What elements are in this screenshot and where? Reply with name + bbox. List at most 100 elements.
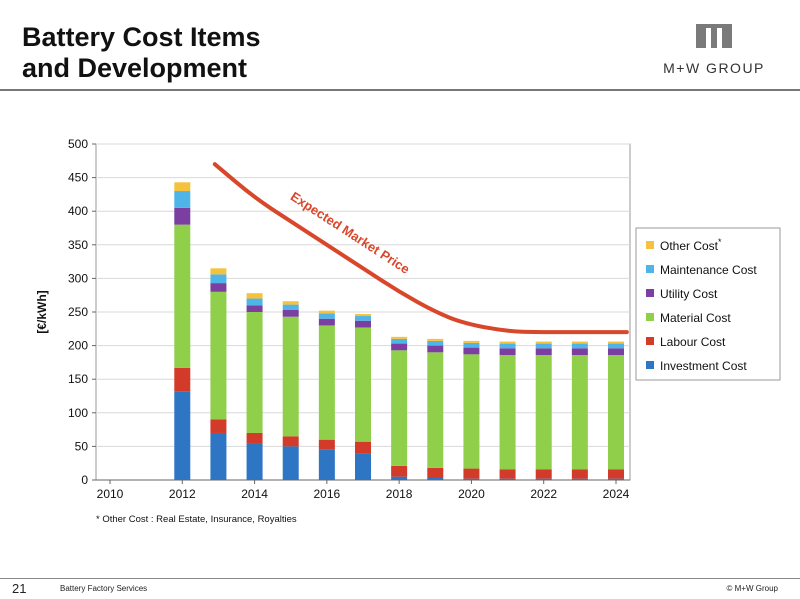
bar-maintenance-cost — [174, 191, 191, 208]
bar-labour-cost — [246, 432, 263, 444]
bar-other-cost — [174, 182, 191, 192]
y-tick-label: 100 — [68, 406, 88, 420]
bar-material-cost — [571, 355, 588, 470]
bar-material-cost — [174, 224, 191, 368]
bar-maintenance-cost — [571, 343, 588, 349]
bar-labour-cost — [210, 419, 227, 433]
bar-utility-cost — [210, 283, 227, 292]
bar-utility-cost — [391, 343, 408, 351]
bar-other-cost — [282, 301, 299, 305]
header-divider — [0, 89, 800, 91]
bar-utility-cost — [608, 348, 624, 356]
legend-label: Maintenance Cost — [660, 263, 757, 277]
bar-material-cost — [210, 291, 227, 420]
legend-swatch — [646, 265, 654, 273]
bar-maintenance-cost — [355, 316, 371, 321]
x-tick-label: 2012 — [169, 487, 196, 501]
bar-labour-cost — [427, 467, 444, 478]
bar-investment-cost — [427, 477, 444, 480]
legend-swatch — [646, 361, 654, 369]
logo-text: M+W GROUP — [663, 60, 765, 76]
bar-maintenance-cost — [282, 304, 299, 310]
bar-investment-cost — [318, 449, 335, 480]
bar-maintenance-cost — [210, 274, 227, 284]
page-number: 21 — [12, 581, 27, 596]
bar-maintenance-cost — [318, 313, 335, 319]
bar-labour-cost — [282, 436, 299, 447]
bar-material-cost — [499, 355, 516, 470]
bar-maintenance-cost — [391, 338, 408, 344]
legend-label: Material Cost — [660, 311, 731, 325]
y-tick-label: 300 — [68, 271, 88, 285]
bar-utility-cost — [499, 348, 516, 356]
bar-investment-cost — [210, 432, 227, 480]
bar-utility-cost — [282, 309, 299, 317]
bar-investment-cost — [174, 391, 191, 480]
bar-other-cost — [427, 338, 444, 341]
company-logo: M+W GROUP — [654, 24, 774, 76]
bar-utility-cost — [535, 348, 552, 356]
bar-utility-cost — [427, 345, 444, 353]
bar-utility-cost — [246, 305, 263, 312]
y-tick-label: 250 — [68, 305, 88, 319]
x-tick-label: 2014 — [241, 487, 268, 501]
bar-investment-cost — [571, 478, 588, 480]
bar-material-cost — [246, 312, 263, 433]
bar-investment-cost — [535, 478, 552, 480]
bar-material-cost — [391, 350, 408, 466]
bar-maintenance-cost — [499, 343, 516, 349]
y-tick-label: 400 — [68, 204, 88, 218]
bar-maintenance-cost — [608, 343, 624, 349]
bar-investment-cost — [282, 446, 299, 480]
bar-utility-cost — [571, 348, 588, 356]
bar-material-cost — [355, 327, 371, 442]
y-tick-label: 450 — [68, 171, 88, 185]
footnote: * Other Cost : Real Estate, Insurance, R… — [96, 514, 297, 525]
bar-labour-cost — [463, 468, 480, 479]
footer-label: Battery Factory Services — [60, 584, 148, 593]
bar-material-cost — [427, 352, 444, 468]
bar-material-cost — [535, 355, 552, 470]
bar-investment-cost — [246, 443, 263, 480]
bar-other-cost — [571, 341, 588, 344]
bar-utility-cost — [318, 318, 335, 326]
bar-labour-cost — [608, 469, 624, 479]
y-tick-label: 200 — [68, 339, 88, 353]
bar-investment-cost — [463, 478, 480, 480]
x-tick-label: 2024 — [603, 487, 630, 501]
bar-investment-cost — [608, 478, 624, 480]
legend-label: Utility Cost — [660, 287, 718, 301]
x-tick-label: 2010 — [97, 487, 124, 501]
x-tick-label: 2022 — [530, 487, 557, 501]
legend-label: Investment Cost — [660, 359, 747, 373]
legend-label: Other Cost* — [660, 237, 722, 253]
bar-other-cost — [391, 336, 408, 339]
y-tick-label: 0 — [81, 473, 88, 487]
x-tick-label: 2020 — [458, 487, 485, 501]
bar-investment-cost — [499, 478, 516, 480]
bar-maintenance-cost — [535, 343, 552, 349]
bar-maintenance-cost — [427, 340, 444, 346]
bar-material-cost — [282, 316, 299, 437]
title-line-2: and Development — [22, 53, 248, 83]
bar-utility-cost — [174, 207, 191, 225]
bar-utility-cost — [463, 347, 480, 355]
x-tick-label: 2018 — [386, 487, 413, 501]
logo-mark-icon — [696, 24, 732, 48]
y-tick-label: 150 — [68, 372, 88, 386]
legend — [635, 227, 781, 381]
footer-copyright: © M+W Group — [726, 584, 778, 593]
title-line-1: Battery Cost Items — [22, 22, 261, 52]
bar-other-cost — [608, 341, 624, 344]
bar-labour-cost — [571, 469, 588, 479]
x-tick-label: 2016 — [314, 487, 341, 501]
bar-labour-cost — [499, 469, 516, 479]
legend-swatch — [646, 289, 654, 297]
bar-other-cost — [318, 310, 335, 314]
bar-material-cost — [463, 354, 480, 469]
bar-labour-cost — [355, 441, 371, 454]
bar-labour-cost — [174, 367, 191, 392]
legend-label: Labour Cost — [660, 335, 726, 349]
bar-maintenance-cost — [246, 298, 263, 306]
legend-swatch — [646, 241, 654, 249]
